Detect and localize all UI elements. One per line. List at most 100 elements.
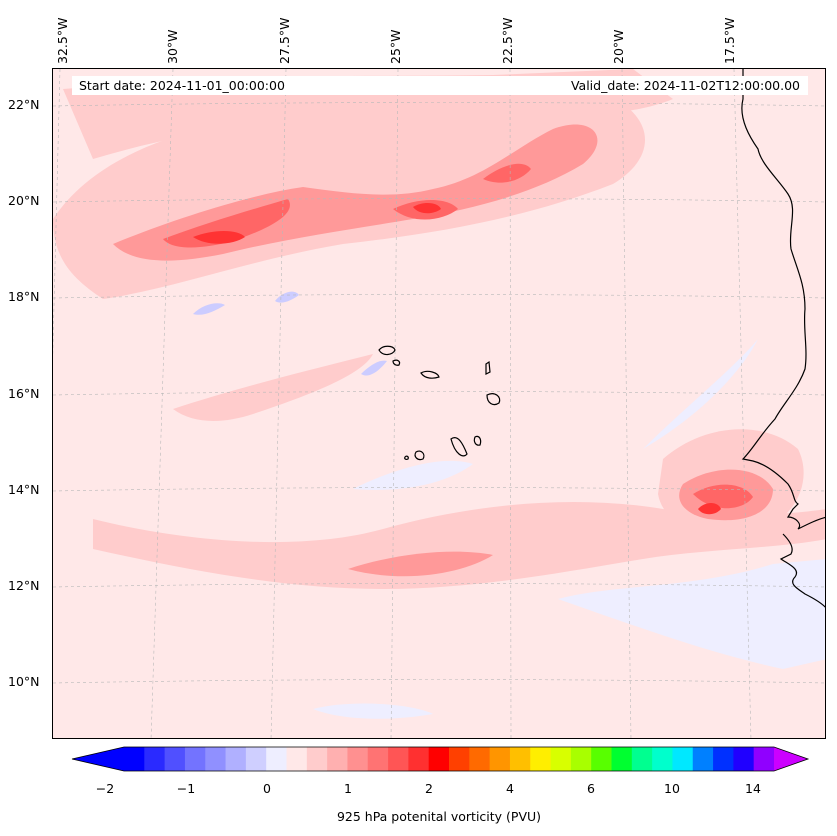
colorbar-cell xyxy=(611,747,633,771)
negative-pv-area xyxy=(353,460,473,490)
cape-verde-fogo xyxy=(414,450,425,461)
cape-verde-sao-vicente xyxy=(392,359,401,366)
longitude-label: 25°W xyxy=(388,29,403,64)
parallel-14n xyxy=(53,487,825,492)
negative-pv-area xyxy=(275,291,299,303)
colorbar-cell xyxy=(205,747,226,771)
colorbar-cell xyxy=(286,747,308,771)
colorbar-cell xyxy=(144,747,166,771)
colorbar-cell xyxy=(570,747,592,771)
negative-pv-area xyxy=(361,360,387,376)
colorbar-label: 925 hPa potenital vorticity (PVU) xyxy=(336,809,542,824)
colorbar-cell xyxy=(652,747,673,771)
positive-pv-area xyxy=(93,501,825,589)
latitude-label: 14°N xyxy=(8,482,40,497)
latitude-label: 22°N xyxy=(8,97,40,112)
meridian-25w xyxy=(390,69,399,738)
longitude-label: 30°W xyxy=(165,29,180,64)
positive-pv-areas xyxy=(53,69,825,589)
colorbar-cells xyxy=(124,747,775,771)
colorbar-tick-label: 0 xyxy=(263,781,271,796)
colorbar-cell xyxy=(449,747,470,771)
colorbar-extend-low xyxy=(72,747,124,771)
cape-verde-santiago xyxy=(450,437,468,457)
parallel-22n xyxy=(53,102,825,107)
colorbar-cell xyxy=(692,747,714,771)
parallel-12n xyxy=(53,583,825,588)
colorbar-cell xyxy=(631,747,653,771)
pv-map xyxy=(53,69,825,738)
cape-verde-sal xyxy=(485,360,491,375)
parallel-18n xyxy=(53,294,825,299)
colorbar-tick-label: 4 xyxy=(506,781,514,796)
colorbar-cell xyxy=(428,747,450,771)
colorbar-cell xyxy=(489,747,511,771)
meridian-30w xyxy=(150,69,174,738)
colorbar-outline xyxy=(71,746,810,772)
colorbar-cell xyxy=(306,747,328,771)
cape-verde-sao-nicolau xyxy=(420,370,440,379)
negative-pv-areas xyxy=(193,291,825,719)
positive-pv-area xyxy=(413,203,441,214)
cape-verde-maio xyxy=(473,435,482,446)
positive-pv-area xyxy=(173,354,373,421)
cape-verde-boa-vista xyxy=(486,393,501,406)
latitude-label: 20°N xyxy=(8,193,40,208)
colorbar-cell xyxy=(713,747,734,771)
meridian-32-5w xyxy=(53,69,61,358)
parallel-10n xyxy=(53,679,825,684)
start-date: Start date: 2024-11-01_00:00:00 xyxy=(79,78,285,93)
colorbar-cell xyxy=(164,747,186,771)
colorbar-tick-label: 10 xyxy=(664,781,680,796)
colorbar-cell xyxy=(184,747,206,771)
cape-verde-brava xyxy=(404,455,409,460)
colorbar xyxy=(71,746,810,772)
meridian-22-5w xyxy=(509,69,512,738)
negative-pv-area xyxy=(643,339,758,449)
longitude-label: 32.5°W xyxy=(55,17,70,64)
longitude-label: 17.5°W xyxy=(722,17,737,64)
colorbar-cell xyxy=(672,747,694,771)
latitude-label: 16°N xyxy=(8,386,40,401)
colorbar-cell xyxy=(733,747,755,771)
negative-pv-area xyxy=(558,559,825,669)
colorbar-cell xyxy=(469,747,491,771)
colorbar-tick-label: −1 xyxy=(176,781,196,796)
colorbar-cell xyxy=(225,747,247,771)
positive-pv-area xyxy=(693,484,753,509)
date-header-band xyxy=(72,76,808,95)
colorbar-cell xyxy=(327,747,348,771)
meridian-17-5w xyxy=(733,69,752,738)
colorbar-tick-label: 1 xyxy=(344,781,352,796)
negative-pv-area xyxy=(193,303,225,315)
positive-pv-area xyxy=(698,503,721,515)
positive-pv-area xyxy=(348,551,493,577)
colorbar-cell xyxy=(591,747,612,771)
africa-coastline xyxy=(741,69,825,530)
positive-pv-area xyxy=(163,199,290,248)
colorbar-cell xyxy=(530,747,551,771)
colorbar-cell xyxy=(266,747,287,771)
colorbar-cell xyxy=(245,747,267,771)
latitude-label: 12°N xyxy=(8,578,40,593)
colorbar-cell xyxy=(367,747,389,771)
colorbar-cell xyxy=(408,747,430,771)
positive-pv-area xyxy=(483,163,531,183)
colorbar-tick-label: 6 xyxy=(587,781,595,796)
colorbar-cell xyxy=(753,747,775,771)
coastlines xyxy=(378,69,825,608)
cape-verde-santo-antao xyxy=(378,345,396,356)
colorbar-tick-label: 14 xyxy=(745,781,761,796)
latitude-label: 10°N xyxy=(8,674,40,689)
meridian-27-5w xyxy=(270,69,287,738)
longitude-label: 22.5°W xyxy=(500,17,515,64)
colorbar-cell xyxy=(550,747,572,771)
meridian-20w xyxy=(621,69,632,738)
colorbar-cell xyxy=(124,747,145,771)
colorbar-tick-label: 2 xyxy=(425,781,433,796)
valid-date: Valid_date: 2024-11-02T12:00:00.00 xyxy=(570,78,800,93)
latitude-label: 18°N xyxy=(8,289,40,304)
colorbar-tick-label: −2 xyxy=(95,781,115,796)
longitude-label: 27.5°W xyxy=(277,17,292,64)
parallel-16n xyxy=(53,391,825,396)
